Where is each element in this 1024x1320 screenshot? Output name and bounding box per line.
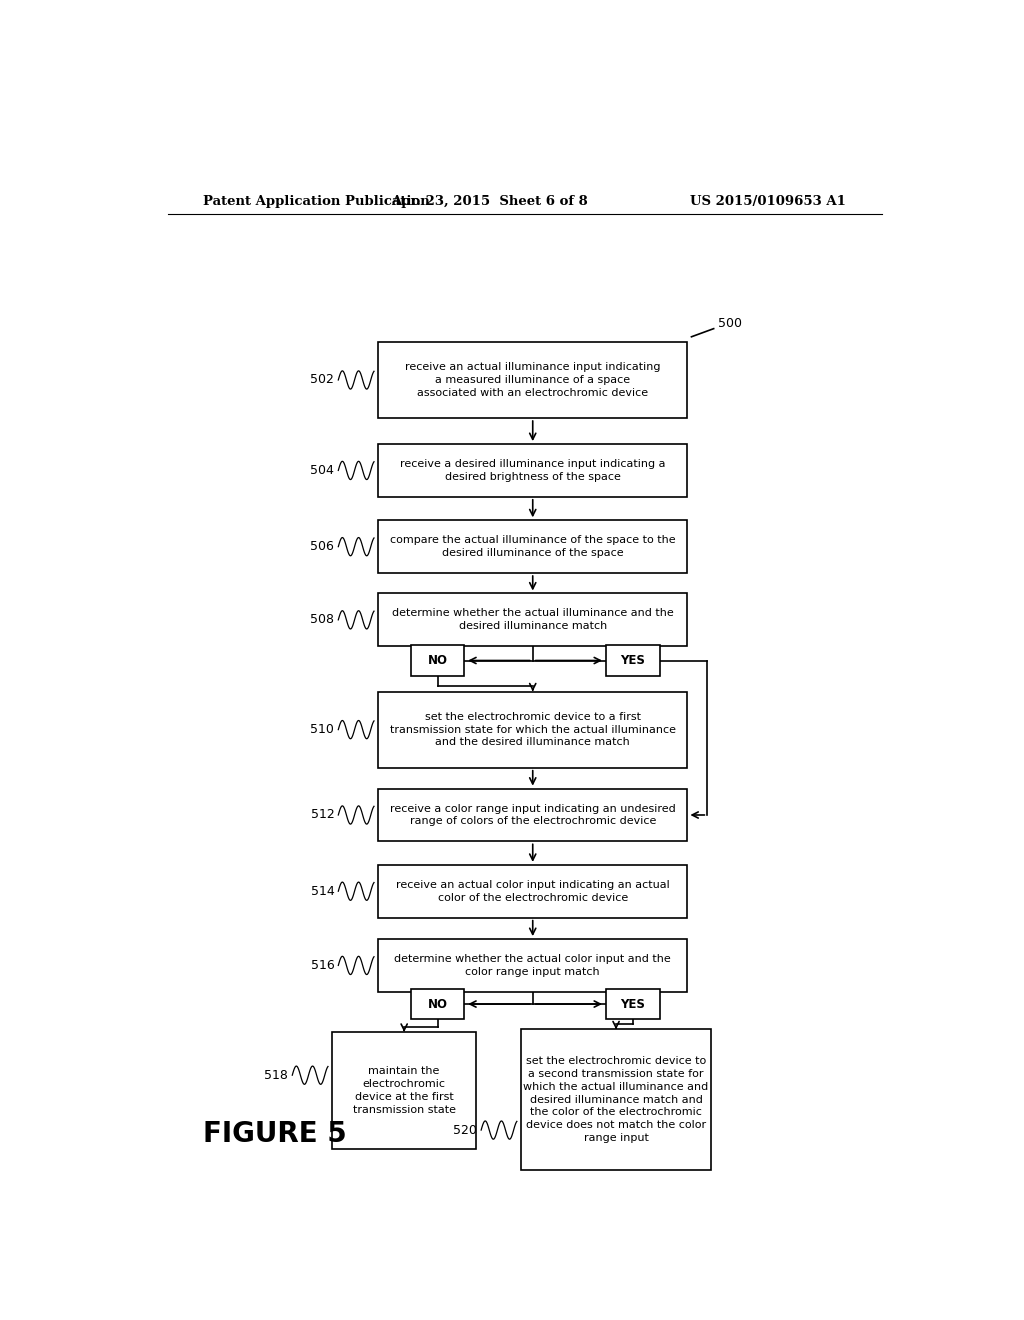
- Bar: [378, 342, 687, 418]
- Bar: [378, 788, 687, 841]
- Bar: [378, 444, 687, 496]
- Text: receive an actual color input indicating an actual
color of the electrochromic d: receive an actual color input indicating…: [396, 880, 670, 903]
- Text: NO: NO: [427, 998, 447, 1011]
- Text: YES: YES: [621, 653, 645, 667]
- Text: NO: NO: [427, 653, 447, 667]
- Text: determine whether the actual illuminance and the
desired illuminance match: determine whether the actual illuminance…: [392, 609, 674, 631]
- Text: US 2015/0109653 A1: US 2015/0109653 A1: [690, 194, 846, 207]
- Text: YES: YES: [621, 998, 645, 1011]
- Text: 500: 500: [718, 317, 741, 330]
- Bar: [332, 1032, 476, 1148]
- Bar: [521, 1030, 712, 1170]
- Bar: [606, 989, 659, 1019]
- Text: maintain the
electrochromic
device at the first
transmission state: maintain the electrochromic device at th…: [352, 1067, 456, 1114]
- Text: receive an actual illuminance input indicating
a measured illuminance of a space: receive an actual illuminance input indi…: [404, 362, 660, 397]
- Text: 506: 506: [310, 540, 334, 553]
- Text: 502: 502: [310, 374, 334, 387]
- Text: Patent Application Publication: Patent Application Publication: [204, 194, 430, 207]
- Text: 512: 512: [310, 808, 334, 821]
- Bar: [411, 645, 465, 676]
- Text: Apr. 23, 2015  Sheet 6 of 8: Apr. 23, 2015 Sheet 6 of 8: [391, 194, 588, 207]
- Text: 514: 514: [310, 884, 334, 898]
- Bar: [606, 645, 659, 676]
- Text: FIGURE 5: FIGURE 5: [204, 1121, 347, 1148]
- Bar: [411, 989, 465, 1019]
- Bar: [378, 865, 687, 917]
- Bar: [378, 692, 687, 768]
- Text: receive a color range input indicating an undesired
range of colors of the elect: receive a color range input indicating a…: [390, 804, 676, 826]
- Text: compare the actual illuminance of the space to the
desired illuminance of the sp: compare the actual illuminance of the sp…: [390, 536, 676, 558]
- Text: 520: 520: [454, 1123, 477, 1137]
- Text: 504: 504: [310, 463, 334, 477]
- Text: 510: 510: [310, 723, 334, 737]
- Text: receive a desired illuminance input indicating a
desired brightness of the space: receive a desired illuminance input indi…: [400, 459, 666, 482]
- Text: determine whether the actual color input and the
color range input match: determine whether the actual color input…: [394, 954, 671, 977]
- Text: 518: 518: [264, 1069, 289, 1081]
- Text: 516: 516: [310, 958, 334, 972]
- Text: set the electrochromic device to a first
transmission state for which the actual: set the electrochromic device to a first…: [390, 711, 676, 747]
- Text: 508: 508: [310, 614, 334, 627]
- Bar: [378, 939, 687, 991]
- Bar: [378, 520, 687, 573]
- Bar: [378, 594, 687, 647]
- Text: set the electrochromic device to
a second transmission state for
which the actua: set the electrochromic device to a secon…: [523, 1056, 709, 1143]
